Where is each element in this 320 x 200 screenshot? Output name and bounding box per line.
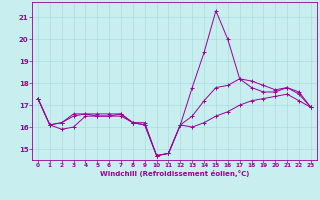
X-axis label: Windchill (Refroidissement éolien,°C): Windchill (Refroidissement éolien,°C) [100, 170, 249, 177]
